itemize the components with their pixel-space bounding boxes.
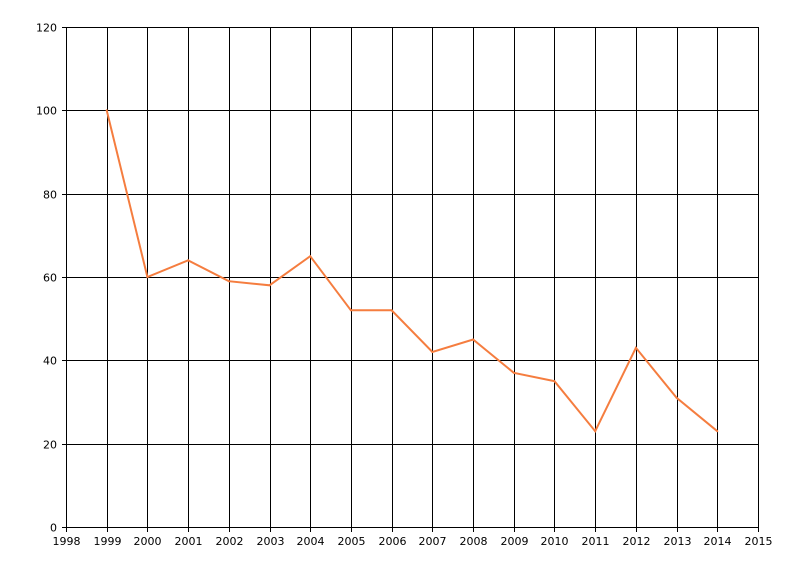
data-point — [472, 338, 475, 341]
data-point — [390, 309, 393, 312]
x-tick-label: 2001 — [175, 535, 203, 548]
data-point — [105, 109, 108, 112]
data-point — [227, 280, 230, 283]
data-point — [634, 346, 637, 349]
data-point — [309, 255, 312, 258]
x-tick-label: 2014 — [704, 535, 732, 548]
y-tick-label: 0 — [50, 522, 57, 535]
x-tick-label: 2012 — [623, 535, 651, 548]
data-point — [594, 430, 597, 433]
data-point — [146, 276, 149, 278]
data-point — [716, 430, 719, 433]
axes — [66, 27, 759, 528]
x-tick-label: 2005 — [338, 535, 366, 548]
x-tick-label: 2009 — [501, 535, 529, 548]
x-tick-label: 2013 — [664, 535, 692, 548]
x-tick-label: 2000 — [134, 535, 162, 548]
x-tick-label: 1999 — [94, 535, 122, 548]
y-tick-label: 120 — [36, 22, 57, 35]
x-tick-label: 2007 — [419, 535, 447, 548]
data-point — [268, 284, 271, 287]
grid — [62, 27, 759, 532]
data-point — [349, 309, 352, 312]
series-layer — [105, 109, 719, 434]
y-tick-label: 80 — [43, 189, 57, 202]
y-axis-tick-labels: 0 20 40 60 80 100 120 — [36, 22, 57, 535]
x-tick-label: 2004 — [297, 535, 325, 548]
series-line — [105, 110, 718, 434]
x-axis-tick-labels: 1998 1999 2000 2001 2002 2003 2004 2005 2006 2007… — [53, 535, 773, 548]
data-point — [431, 351, 434, 353]
x-tick-label: 2015 — [745, 535, 773, 548]
data-point — [553, 380, 556, 383]
x-tick-label: 2006 — [379, 535, 407, 548]
data-point — [512, 371, 515, 374]
x-tick-label: 1998 — [53, 535, 81, 548]
x-tick-label: 2010 — [541, 535, 569, 548]
y-tick-label: 100 — [36, 105, 57, 118]
data-point — [675, 396, 678, 399]
y-tick-label: 20 — [43, 439, 57, 452]
x-tick-label: 2003 — [257, 535, 285, 548]
x-tick-label: 2002 — [216, 535, 244, 548]
x-tick-label: 2008 — [460, 535, 488, 548]
data-point — [187, 259, 190, 262]
y-tick-label: 40 — [43, 355, 57, 368]
y-tick-label: 60 — [43, 272, 57, 285]
x-tick-label: 2011 — [582, 535, 610, 548]
